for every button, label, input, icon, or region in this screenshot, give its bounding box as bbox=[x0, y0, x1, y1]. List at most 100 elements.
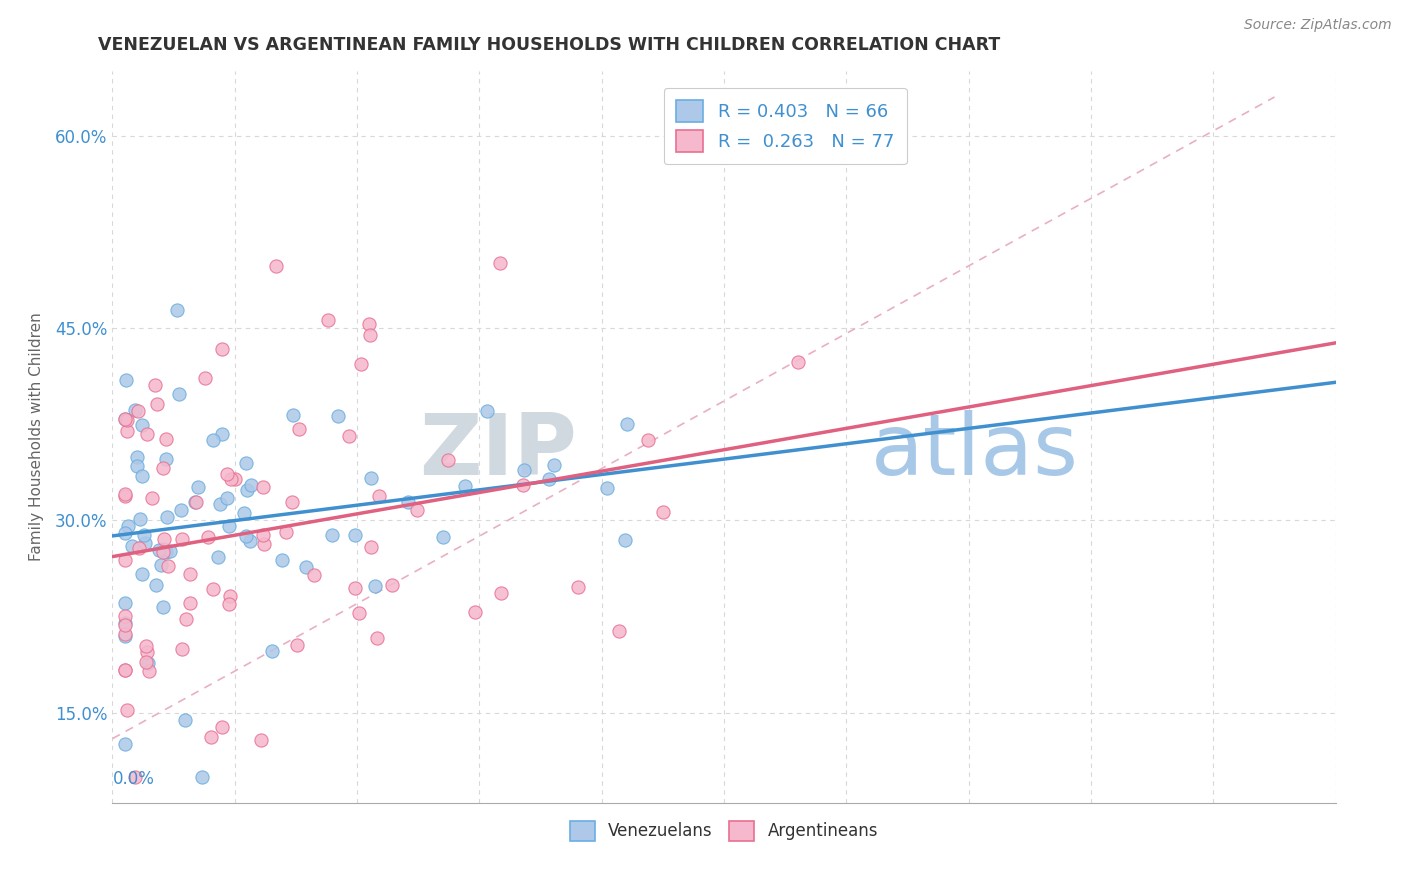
Point bbox=[114, 629, 136, 643]
Point bbox=[114, 663, 136, 677]
Point bbox=[114, 489, 136, 503]
Point bbox=[114, 617, 136, 632]
Point bbox=[152, 542, 174, 557]
Point bbox=[432, 530, 454, 544]
Point bbox=[114, 553, 136, 567]
Point bbox=[252, 528, 274, 542]
Text: Source: ZipAtlas.com: Source: ZipAtlas.com bbox=[1244, 18, 1392, 32]
Point bbox=[366, 631, 388, 645]
Point bbox=[134, 528, 156, 542]
Point bbox=[156, 559, 179, 574]
Point bbox=[145, 578, 167, 592]
Point bbox=[124, 403, 146, 417]
Point bbox=[236, 483, 259, 497]
Point bbox=[651, 505, 673, 519]
Point bbox=[114, 737, 136, 751]
Text: 0.0%: 0.0% bbox=[112, 770, 155, 788]
Point bbox=[360, 540, 382, 554]
Point bbox=[343, 581, 366, 595]
Point bbox=[347, 606, 370, 620]
Point bbox=[607, 624, 630, 638]
Point bbox=[260, 644, 283, 658]
Point bbox=[219, 589, 242, 603]
Point bbox=[302, 567, 325, 582]
Point bbox=[131, 469, 153, 483]
Point bbox=[240, 478, 263, 492]
Point bbox=[179, 567, 201, 582]
Point bbox=[616, 417, 638, 431]
Point bbox=[146, 397, 169, 411]
Point bbox=[406, 503, 429, 517]
Point bbox=[184, 495, 207, 509]
Point bbox=[148, 542, 170, 557]
Point bbox=[159, 544, 181, 558]
Point bbox=[283, 408, 305, 422]
Point bbox=[134, 536, 156, 550]
Point bbox=[131, 567, 153, 582]
Point bbox=[114, 526, 136, 541]
Point bbox=[197, 529, 219, 543]
Point bbox=[141, 491, 163, 505]
Point bbox=[381, 577, 404, 591]
Point bbox=[170, 642, 193, 657]
Point bbox=[787, 355, 810, 369]
Point bbox=[235, 457, 257, 471]
Point bbox=[437, 452, 460, 467]
Point bbox=[276, 524, 298, 539]
Point bbox=[114, 412, 136, 426]
Point bbox=[235, 529, 257, 543]
Point bbox=[489, 256, 512, 270]
Point bbox=[464, 605, 486, 619]
Point bbox=[239, 533, 262, 548]
Point bbox=[129, 512, 152, 526]
Point bbox=[138, 665, 160, 679]
Point bbox=[337, 429, 360, 443]
Point bbox=[209, 497, 232, 511]
Point bbox=[114, 616, 136, 631]
Point bbox=[136, 656, 159, 670]
Point bbox=[512, 477, 534, 491]
Point bbox=[475, 403, 498, 417]
Point bbox=[264, 260, 287, 274]
Point bbox=[350, 357, 373, 371]
Point bbox=[128, 541, 150, 555]
Point bbox=[176, 612, 198, 626]
Point bbox=[321, 528, 343, 542]
Point bbox=[211, 427, 233, 442]
Point bbox=[117, 518, 139, 533]
Point bbox=[170, 532, 193, 546]
Point bbox=[364, 579, 387, 593]
Point bbox=[115, 703, 138, 717]
Point bbox=[252, 480, 274, 494]
Point bbox=[170, 503, 193, 517]
Legend: Venezuelans, Argentineans: Venezuelans, Argentineans bbox=[561, 813, 887, 849]
Point bbox=[567, 580, 589, 594]
Point bbox=[173, 713, 195, 727]
Point bbox=[596, 482, 619, 496]
Point bbox=[270, 553, 292, 567]
Point bbox=[136, 645, 159, 659]
Point bbox=[152, 545, 174, 559]
Point bbox=[155, 452, 177, 467]
Point bbox=[127, 450, 149, 464]
Point bbox=[344, 528, 367, 542]
Point bbox=[233, 506, 256, 520]
Point bbox=[218, 597, 240, 611]
Point bbox=[217, 491, 239, 506]
Point bbox=[114, 663, 136, 677]
Point bbox=[127, 459, 149, 474]
Point bbox=[156, 509, 179, 524]
Text: ZIP: ZIP bbox=[419, 410, 578, 493]
Text: atlas: atlas bbox=[870, 410, 1078, 493]
Text: VENEZUELAN VS ARGENTINEAN FAMILY HOUSEHOLDS WITH CHILDREN CORRELATION CHART: VENEZUELAN VS ARGENTINEAN FAMILY HOUSEHO… bbox=[98, 36, 1001, 54]
Point bbox=[207, 550, 229, 565]
Point bbox=[135, 655, 157, 669]
Point bbox=[253, 537, 276, 551]
Point bbox=[281, 495, 304, 509]
Point bbox=[328, 409, 350, 424]
Point bbox=[114, 608, 136, 623]
Point bbox=[179, 596, 201, 610]
Point bbox=[224, 472, 246, 486]
Point bbox=[543, 458, 565, 472]
Point bbox=[211, 342, 233, 356]
